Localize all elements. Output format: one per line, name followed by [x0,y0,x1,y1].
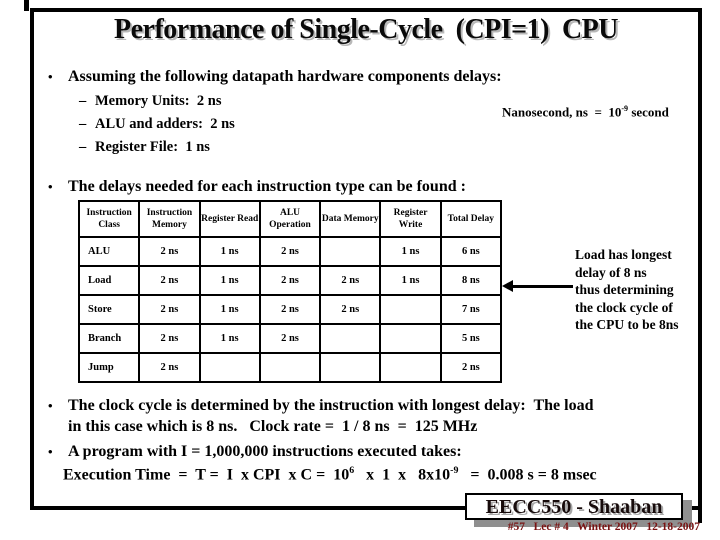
col-header-register-read: Register Read [198,200,261,238]
cell [258,352,322,383]
cell [379,352,442,383]
annotation-line: the clock cycle of [575,299,673,315]
bullet-icon: • [48,69,53,84]
dash-icon: – [79,93,87,109]
table-row-jump: Jump 2 ns 2 ns [77,352,503,383]
col-header-total-delay: Total Delay [439,200,503,238]
cell [319,236,382,267]
execution-time-exp1: 6 [349,465,355,476]
bullet-icon: • [48,179,53,194]
execution-time-post: = 0.008 s = 8 msec [458,466,597,484]
cell: 2 ns [138,352,201,383]
col-header-instruction-memory: Instruction Memory [138,200,201,238]
bullet-program-text: A program with I = 1,000,000 instruction… [68,443,462,460]
corner-tick [24,0,29,11]
cell: 2 ns [138,236,201,267]
nanosecond-note: Nanosecond, ns = 10-9 second [502,104,669,120]
cell: 2 ns [258,294,322,325]
annotation-line: thus determining [575,282,674,297]
bullet-clock-cycle-line2: in this case which is 8 ns. Clock rate =… [68,418,478,435]
delay-table-container: Instruction Class Instruction Memory Reg… [77,200,503,383]
cell: 1 ns [379,236,442,267]
cell [319,323,382,354]
dash-icon: – [79,139,87,155]
load-delay-annotation: Load has longest delay of 8 ns thus dete… [575,246,705,334]
cell: 6 ns [439,236,503,267]
cell: 2 ns [138,265,201,296]
row-label: Store [77,294,141,325]
cell: 8 ns [439,265,503,296]
annotation-line: delay of 8 ns [575,264,647,280]
left-arrow-icon [502,280,513,292]
footer-course-badge: EECC550 - Shaaban [465,493,683,520]
cell: 2 ns [258,323,322,354]
bullet-assumptions-text: Assuming the following datapath hardware… [68,68,502,85]
cell [379,294,442,325]
nanosecond-note-pre: Nanosecond, ns = 10 [502,104,622,120]
bullet-delays-table-text: The delays needed for each instruction t… [68,178,466,195]
cell: 2 ns [319,265,382,296]
bullet-delays-table: • The delays needed for each instruction… [48,176,466,197]
row-label: Load [77,265,141,296]
nanosecond-note-post: second [628,104,669,120]
execution-time-formula: Execution Time = T = I x CPI x C = 106 x… [63,465,597,484]
execution-time-mid: x 1 x 8x10 [354,466,451,484]
cell: 1 ns [198,265,261,296]
col-header-register-write: Register Write [379,200,442,238]
cell [198,352,261,383]
cell: 1 ns [198,323,261,354]
annotation-line: the CPU to be 8ns [575,317,679,332]
nanosecond-note-exponent: -9 [621,104,629,113]
cell: 2 ns [439,352,503,383]
row-label: Branch [77,323,141,354]
sub-bullet-memory-units-text: Memory Units: 2 ns [95,93,222,109]
table-header-row: Instruction Class Instruction Memory Reg… [77,200,503,238]
footer-course-badge-text: EECC550 - Shaaban [485,495,663,518]
frame-right-extension [698,506,702,523]
footer-meta: #57 Lec # 4 Winter 2007 12-18-2007 [507,521,700,533]
sub-bullet-alu-adders: – ALU and adders: 2 ns [79,115,235,134]
bullet-clock-cycle-line1: The clock cycle is determined by the ins… [68,397,594,414]
bullet-icon: • [48,398,53,413]
bullet-icon: • [48,444,53,459]
sub-bullet-memory-units: – Memory Units: 2 ns [79,92,221,111]
row-label: ALU [77,236,141,267]
sub-bullet-register-file-text: Register File: 1 ns [95,139,210,155]
cell: 7 ns [439,294,503,325]
col-header-alu-operation: ALU Operation [258,200,322,238]
cell: 2 ns [138,323,201,354]
slide-frame [30,8,702,510]
bullet-program: • A program with I = 1,000,000 instructi… [48,441,462,462]
sub-bullet-register-file: – Register File: 1 ns [79,138,210,157]
table-row-alu: ALU 2 ns 1 ns 2 ns 1 ns 6 ns [77,236,503,267]
annotation-line: Load has longest [575,247,672,262]
execution-time-pre: Execution Time = T = I x CPI x C = 10 [63,466,350,484]
cell: 1 ns [379,265,442,296]
cell: 5 ns [439,323,503,354]
delay-table: Instruction Class Instruction Memory Reg… [77,200,503,383]
cell: 2 ns [319,294,382,325]
cell [319,352,382,383]
cell: 1 ns [198,236,261,267]
page-title: Performance of Single-Cycle (CPI=1) CPU [114,14,618,45]
table-row-store: Store 2 ns 1 ns 2 ns 2 ns 7 ns [77,294,503,325]
table-row-load: Load 2 ns 1 ns 2 ns 2 ns 1 ns 8 ns [77,265,503,296]
bullet-clock-cycle: • The clock cycle is determined by the i… [48,395,593,437]
cell: 1 ns [198,294,261,325]
dash-icon: – [79,116,87,132]
cell: 2 ns [138,294,201,325]
col-header-instruction-class: Instruction Class [77,200,141,238]
row-label: Jump [77,352,141,383]
bullet-assumptions: • Assuming the following datapath hardwa… [48,66,502,87]
sub-bullet-alu-adders-text: ALU and adders: 2 ns [95,116,235,132]
cell [379,323,442,354]
cell: 2 ns [258,236,322,267]
cell: 2 ns [258,265,322,296]
left-arrow-shaft [512,285,573,288]
col-header-data-memory: Data Memory [319,200,382,238]
execution-time-exp2: -9 [450,465,459,476]
table-row-branch: Branch 2 ns 1 ns 2 ns 5 ns [77,323,503,354]
